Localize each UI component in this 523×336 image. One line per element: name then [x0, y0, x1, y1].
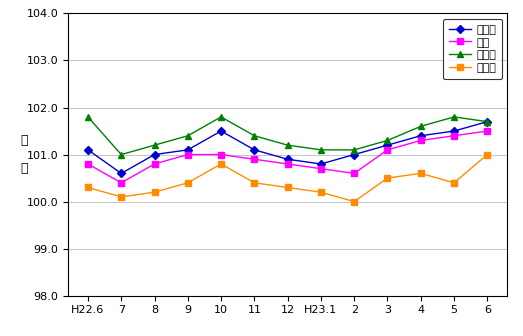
三重県 [451, 129, 457, 133]
津市 [484, 129, 491, 133]
伊賀市 [418, 171, 424, 175]
桑名市 [85, 115, 91, 119]
三重県 [318, 162, 324, 166]
伊賀市 [451, 181, 457, 185]
Line: 伊賀市: 伊賀市 [85, 152, 490, 204]
伊賀市 [251, 181, 257, 185]
伊賀市 [85, 185, 91, 190]
津市 [151, 162, 157, 166]
津市 [451, 134, 457, 138]
桑名市 [318, 148, 324, 152]
津市 [251, 157, 257, 161]
三重県 [218, 129, 224, 133]
桑名市 [151, 143, 157, 147]
桑名市 [384, 138, 391, 142]
Line: 三重県: 三重県 [85, 119, 490, 176]
Line: 桑名市: 桑名市 [85, 114, 490, 157]
Legend: 三重県, 津市, 桑名市, 伊賀市: 三重県, 津市, 桑名市, 伊賀市 [443, 19, 502, 79]
津市 [118, 181, 124, 185]
伊賀市 [118, 195, 124, 199]
三重県 [85, 148, 91, 152]
桑名市 [418, 124, 424, 128]
Line: 津市: 津市 [85, 128, 490, 185]
津市 [85, 162, 91, 166]
伊賀市 [384, 176, 391, 180]
桑名市 [351, 148, 357, 152]
伊賀市 [185, 181, 191, 185]
桑名市 [218, 115, 224, 119]
桑名市 [185, 134, 191, 138]
伊賀市 [318, 190, 324, 194]
伊賀市 [218, 162, 224, 166]
三重県 [118, 171, 124, 175]
津市 [418, 138, 424, 142]
伊賀市 [285, 185, 291, 190]
三重県 [351, 153, 357, 157]
伊賀市 [151, 190, 157, 194]
桑名市 [251, 134, 257, 138]
伊賀市 [351, 200, 357, 204]
津市 [384, 148, 391, 152]
三重県 [185, 148, 191, 152]
Text: 指: 指 [20, 134, 28, 147]
三重県 [418, 134, 424, 138]
三重県 [151, 153, 157, 157]
伊賀市 [484, 153, 491, 157]
桑名市 [285, 143, 291, 147]
津市 [318, 167, 324, 171]
津市 [351, 171, 357, 175]
桑名市 [484, 120, 491, 124]
津市 [185, 153, 191, 157]
三重県 [484, 120, 491, 124]
三重県 [285, 157, 291, 161]
Text: 数: 数 [20, 162, 28, 175]
津市 [218, 153, 224, 157]
津市 [285, 162, 291, 166]
三重県 [251, 148, 257, 152]
桑名市 [118, 153, 124, 157]
三重県 [384, 143, 391, 147]
桑名市 [451, 115, 457, 119]
